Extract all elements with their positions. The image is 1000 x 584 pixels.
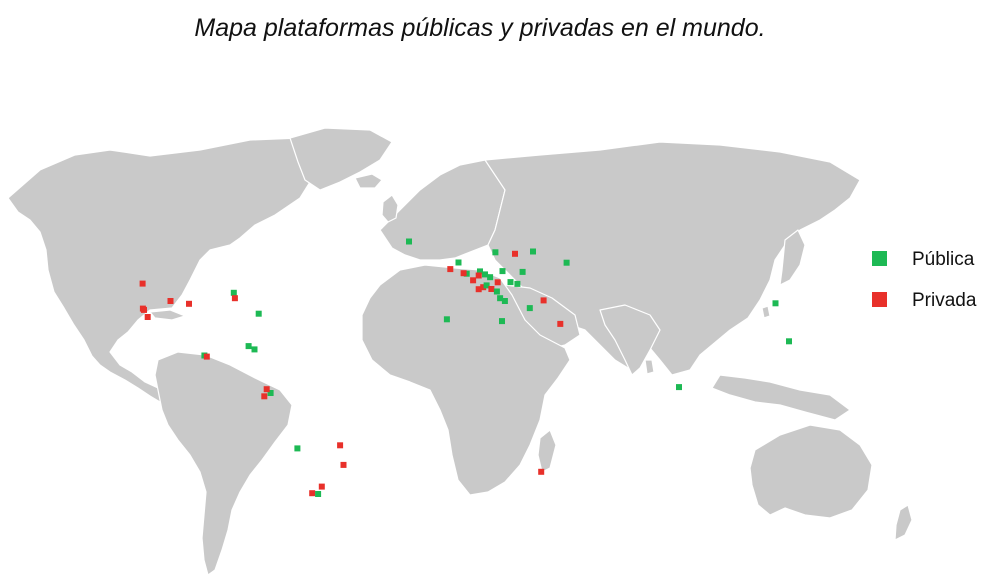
- platform-marker-private: [460, 270, 467, 277]
- platform-marker-private: [470, 277, 477, 284]
- platform-marker-private: [340, 461, 347, 468]
- platform-marker-public: [294, 445, 301, 452]
- platform-marker-public: [463, 270, 470, 277]
- sri-lanka-landmass: [644, 359, 655, 375]
- platform-marker-public: [492, 249, 499, 256]
- legend-public-label: Pública: [912, 249, 975, 270]
- platform-marker-private: [494, 279, 501, 286]
- platform-marker-private: [475, 272, 482, 279]
- legend-private-label: Privada: [912, 290, 977, 311]
- platform-marker-private: [261, 393, 268, 400]
- madagascar-landmass: [537, 429, 557, 473]
- platform-marker-public: [477, 268, 483, 275]
- platform-marker-public: [786, 338, 792, 345]
- legend-public-swatch: [872, 251, 887, 266]
- india-landmass: [599, 304, 661, 376]
- platform-marker-public: [483, 282, 490, 289]
- platform-marker-private: [480, 284, 487, 291]
- platform-marker-private: [186, 300, 192, 307]
- greenland-landmass: [289, 127, 393, 191]
- platform-marker-private: [263, 386, 270, 393]
- platform-marker-public: [315, 491, 322, 497]
- britain-landmass: [381, 194, 399, 223]
- map-title: Mapa plataformas públicas y privadas en …: [194, 14, 766, 42]
- platform-markers: [139, 238, 792, 497]
- platform-marker-private: [318, 483, 325, 490]
- platform-marker-private: [231, 295, 238, 302]
- platform-marker-private: [557, 320, 564, 327]
- southeast-asia-landmass: [711, 374, 851, 421]
- platform-marker-public: [563, 259, 570, 266]
- platform-marker-public: [482, 271, 488, 278]
- legend-private-swatch: [872, 292, 887, 307]
- iceland-landmass: [354, 173, 383, 189]
- new-zealand-landmass: [894, 504, 913, 541]
- platform-marker-private: [538, 468, 545, 475]
- platform-marker-public: [251, 346, 258, 353]
- platform-marker-public: [499, 318, 505, 325]
- platform-marker-public: [267, 390, 274, 396]
- taiwan-landmass: [761, 305, 771, 319]
- australia-landmass: [749, 424, 873, 519]
- europe-landmass: [379, 159, 506, 261]
- platform-marker-private: [139, 280, 146, 287]
- caribbean-landmass: [149, 309, 186, 321]
- platform-marker-public: [255, 310, 262, 317]
- platform-marker-private: [475, 286, 482, 293]
- platform-marker-public: [230, 289, 237, 296]
- platform-marker-private: [167, 298, 174, 304]
- platform-marker-public: [406, 238, 412, 245]
- platform-marker-public: [497, 295, 504, 302]
- platform-marker-private: [144, 314, 151, 320]
- platform-marker-public: [514, 280, 521, 287]
- platform-marker-public: [455, 259, 462, 266]
- platform-marker-private: [540, 297, 547, 304]
- platform-marker-private: [203, 353, 210, 360]
- platform-marker-public: [443, 316, 450, 323]
- platform-marker-public: [772, 300, 779, 307]
- platform-marker-private: [337, 442, 344, 449]
- platform-marker-private: [512, 250, 518, 257]
- platform-marker-public: [530, 248, 536, 255]
- platform-marker-private: [447, 266, 454, 273]
- platform-marker-private: [141, 306, 147, 313]
- asia-landmass: [484, 141, 861, 376]
- platform-marker-public: [507, 279, 514, 286]
- japan-landmass: [779, 229, 806, 286]
- platform-marker-public: [501, 298, 508, 304]
- platform-marker-public: [493, 288, 500, 295]
- platform-marker-private: [309, 490, 316, 497]
- landmass: [7, 127, 913, 576]
- south-america-landmass: [154, 351, 293, 576]
- world-map: [7, 127, 913, 576]
- africa-landmass: [361, 264, 571, 496]
- platform-marker-public: [487, 274, 494, 281]
- platform-marker-public: [499, 268, 506, 275]
- platform-marker-public: [526, 305, 533, 312]
- platform-marker-public: [676, 384, 682, 391]
- platform-marker-public: [245, 343, 252, 350]
- platform-marker-private: [488, 286, 495, 292]
- platform-marker-public: [519, 268, 526, 275]
